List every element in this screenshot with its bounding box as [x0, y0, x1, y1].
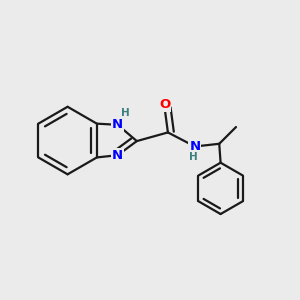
Text: O: O	[159, 98, 170, 111]
Text: H: H	[121, 109, 130, 118]
Text: H: H	[190, 152, 198, 162]
Text: N: N	[112, 118, 123, 131]
Text: N: N	[189, 140, 200, 153]
Text: N: N	[112, 149, 123, 162]
